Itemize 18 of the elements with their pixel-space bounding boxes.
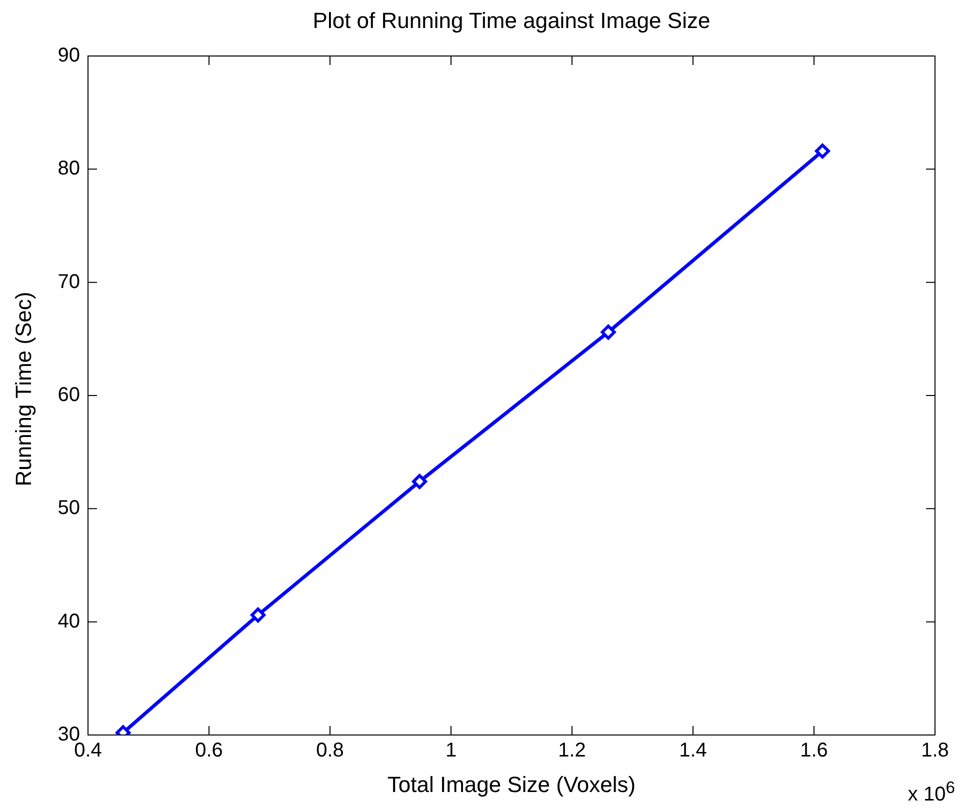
text: x 10$^{6}$ xyxy=(908,778,955,807)
chart-title: Plot of Running Time against Image Size xyxy=(312,8,712,34)
x-tick-label: 0.4 xyxy=(74,740,102,762)
x-tick-label: 1.2 xyxy=(558,740,586,762)
x-tick-label: 1.4 xyxy=(679,740,707,762)
y-tick-label: 70 xyxy=(58,270,80,293)
y-tick-label: 60 xyxy=(58,384,80,406)
y-tick-label: 80 xyxy=(58,158,80,180)
x-tick-label: 0.6 xyxy=(195,740,223,762)
x-tick-label: 1 xyxy=(445,740,457,762)
y-tick-label: 40 xyxy=(58,610,80,632)
x-tick-label: 1.8 xyxy=(921,740,949,762)
y-axis-title: Running Time (Sec) xyxy=(10,290,37,488)
y-tick-label: 50 xyxy=(58,497,80,520)
x-tick-label: 1.6 xyxy=(800,740,828,762)
x-axis-title: Total Image Size (Voxels) xyxy=(387,772,636,797)
x-tick-label: 0.8 xyxy=(316,740,344,762)
y-tick-label: 90 xyxy=(58,44,80,67)
